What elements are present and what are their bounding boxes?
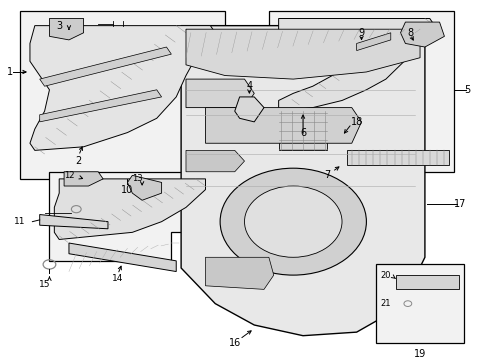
- Polygon shape: [185, 150, 244, 172]
- Text: 12: 12: [63, 171, 74, 180]
- Polygon shape: [278, 18, 434, 111]
- Text: 11: 11: [15, 217, 26, 226]
- Text: 4: 4: [246, 81, 252, 91]
- Polygon shape: [30, 26, 215, 150]
- Polygon shape: [356, 33, 390, 51]
- Polygon shape: [375, 264, 463, 343]
- Polygon shape: [127, 175, 161, 200]
- Polygon shape: [49, 18, 83, 40]
- Text: 1: 1: [7, 67, 14, 77]
- Text: 20: 20: [380, 271, 390, 280]
- Circle shape: [244, 186, 341, 257]
- Polygon shape: [40, 90, 161, 122]
- Polygon shape: [69, 243, 176, 271]
- Text: 8: 8: [407, 28, 412, 38]
- Text: 6: 6: [299, 127, 305, 138]
- Text: 5: 5: [463, 85, 469, 95]
- Polygon shape: [278, 111, 327, 150]
- Text: 2: 2: [76, 156, 81, 166]
- Circle shape: [220, 168, 366, 275]
- Polygon shape: [185, 79, 254, 108]
- Text: 13: 13: [132, 174, 142, 183]
- Polygon shape: [40, 47, 171, 86]
- Text: 15: 15: [39, 279, 50, 288]
- Polygon shape: [234, 97, 264, 122]
- Text: 17: 17: [453, 199, 466, 209]
- Text: 14: 14: [112, 274, 123, 283]
- Text: 21: 21: [380, 299, 390, 308]
- Polygon shape: [205, 257, 273, 289]
- Polygon shape: [40, 215, 108, 229]
- Polygon shape: [181, 26, 424, 336]
- Polygon shape: [185, 29, 419, 79]
- Polygon shape: [64, 172, 103, 186]
- Text: 7: 7: [324, 170, 330, 180]
- Text: 18: 18: [350, 117, 362, 127]
- Text: 16: 16: [228, 338, 241, 348]
- Polygon shape: [49, 172, 215, 261]
- Polygon shape: [395, 275, 458, 289]
- Polygon shape: [20, 12, 224, 179]
- Polygon shape: [205, 108, 361, 143]
- Polygon shape: [54, 179, 205, 239]
- Polygon shape: [268, 12, 453, 172]
- Text: 10: 10: [121, 185, 133, 194]
- Polygon shape: [400, 22, 444, 47]
- Polygon shape: [346, 150, 448, 165]
- Text: 9: 9: [358, 28, 364, 38]
- Text: 19: 19: [413, 348, 426, 359]
- Text: 3: 3: [56, 21, 62, 31]
